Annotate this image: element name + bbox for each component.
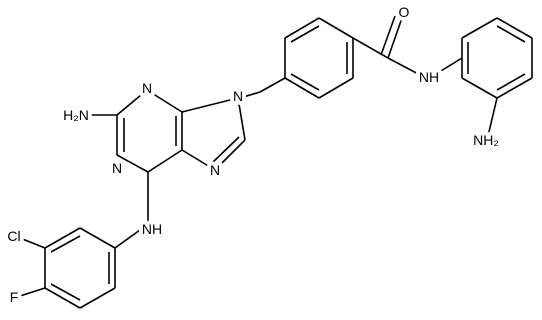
atom-label: Cl <box>7 228 20 244</box>
atom-label: NH <box>142 221 162 237</box>
atom-label: NH <box>419 69 439 85</box>
atom-label: N <box>233 88 243 104</box>
atom-labels: O NH NH₂ N H₂N N N N NH Cl F <box>3 0 502 309</box>
atom-label: NH₂ <box>473 132 499 148</box>
bonds <box>19 15 533 309</box>
atom-label: N <box>142 80 152 96</box>
atom-label: F <box>10 289 19 305</box>
atom-label: N <box>112 160 122 176</box>
atom-label: N <box>210 162 220 178</box>
atom-label: O <box>399 4 410 20</box>
atom-label: H₂N <box>63 107 89 123</box>
